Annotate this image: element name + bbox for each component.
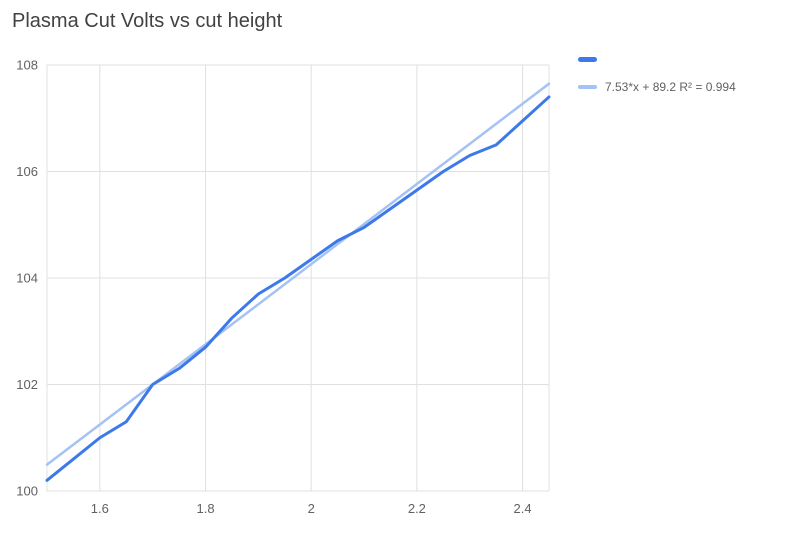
x-tick-label: 2.2 (408, 501, 426, 516)
series-swatch (578, 57, 597, 62)
x-tick-label: 2.4 (514, 501, 532, 516)
x-tick-label: 1.6 (91, 501, 109, 516)
y-tick-label: 104 (16, 271, 38, 286)
legend: 7.53*x + 89.2 R² = 0.994 (578, 57, 736, 94)
legend-item-trendline: 7.53*x + 89.2 R² = 0.994 (578, 80, 736, 94)
y-tick-label: 100 (16, 484, 38, 499)
trendline-label: 7.53*x + 89.2 R² = 0.994 (605, 80, 736, 94)
x-tick-label: 2 (308, 501, 315, 516)
trendline (45, 82, 551, 466)
y-tick-label: 102 (16, 377, 38, 392)
x-tick-label: 1.8 (196, 501, 214, 516)
series-line (45, 95, 551, 482)
legend-item-series (578, 57, 736, 62)
trendline-swatch (578, 85, 597, 89)
y-tick-label: 106 (16, 164, 38, 179)
chart-title: Plasma Cut Volts vs cut height (12, 10, 283, 32)
y-tick-label: 108 (16, 58, 38, 73)
